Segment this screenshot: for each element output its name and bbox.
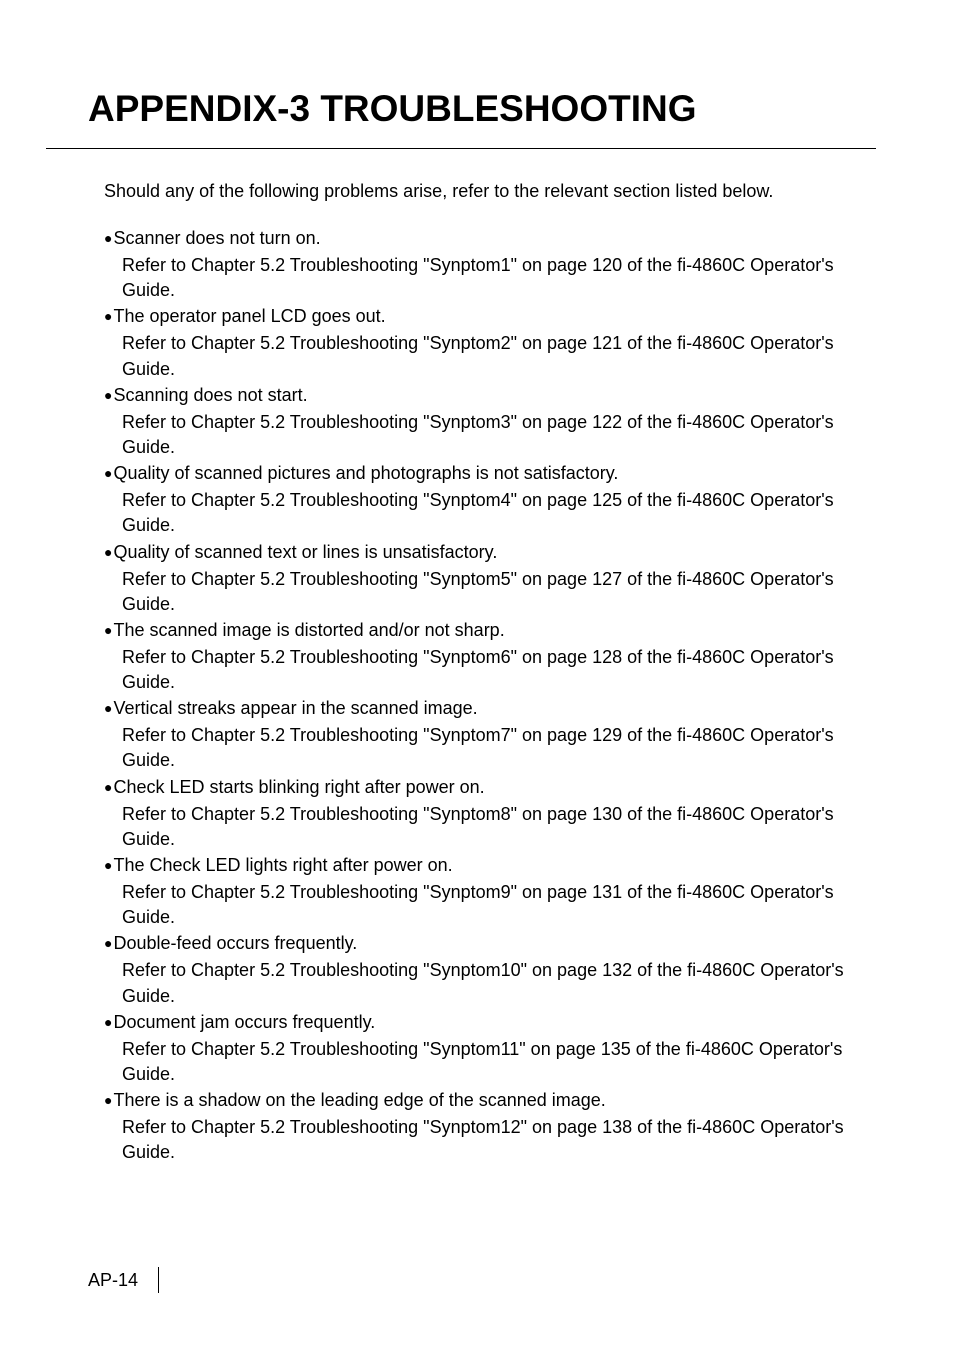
page-footer: AP-14 <box>88 1267 159 1293</box>
bullet-icon: ● <box>104 779 112 795</box>
list-item: ● Quality of scanned text or lines is un… <box>104 542 876 617</box>
bullet-icon: ● <box>104 387 112 403</box>
symptom-line: ● Double-feed occurs frequently. <box>104 933 876 954</box>
symptom-line: ● The operator panel LCD goes out. <box>104 306 876 327</box>
symptom-text: Document jam occurs frequently. <box>113 1012 375 1033</box>
list-item: ● The operator panel LCD goes out. Refer… <box>104 306 876 381</box>
symptom-text: There is a shadow on the leading edge of… <box>113 1090 605 1111</box>
reference-text: Refer to Chapter 5.2 Troubleshooting "Sy… <box>122 410 876 460</box>
list-item: ● Quality of scanned pictures and photog… <box>104 463 876 538</box>
symptom-text: Check LED starts blinking right after po… <box>113 777 484 798</box>
page-number: AP-14 <box>88 1270 156 1291</box>
symptom-text: The Check LED lights right after power o… <box>113 855 452 876</box>
bullet-icon: ● <box>104 308 112 324</box>
bullet-icon: ● <box>104 1014 112 1030</box>
reference-text: Refer to Chapter 5.2 Troubleshooting "Sy… <box>122 723 876 773</box>
reference-text: Refer to Chapter 5.2 Troubleshooting "Sy… <box>122 331 876 381</box>
symptom-line: ● Quality of scanned pictures and photog… <box>104 463 876 484</box>
list-item: ● There is a shadow on the leading edge … <box>104 1090 876 1165</box>
bullet-icon: ● <box>104 857 112 873</box>
reference-text: Refer to Chapter 5.2 Troubleshooting "Sy… <box>122 1037 876 1087</box>
symptom-text: Vertical streaks appear in the scanned i… <box>113 698 477 719</box>
reference-text: Refer to Chapter 5.2 Troubleshooting "Sy… <box>122 253 876 303</box>
reference-text: Refer to Chapter 5.2 Troubleshooting "Sy… <box>122 645 876 695</box>
symptom-line: ● Document jam occurs frequently. <box>104 1012 876 1033</box>
reference-text: Refer to Chapter 5.2 Troubleshooting "Sy… <box>122 958 876 1008</box>
symptom-line: ● Check LED starts blinking right after … <box>104 777 876 798</box>
reference-text: Refer to Chapter 5.2 Troubleshooting "Sy… <box>122 802 876 852</box>
list-item: ● The Check LED lights right after power… <box>104 855 876 930</box>
reference-text: Refer to Chapter 5.2 Troubleshooting "Sy… <box>122 880 876 930</box>
bullet-icon: ● <box>104 622 112 638</box>
bullet-icon: ● <box>104 700 112 716</box>
bullet-icon: ● <box>104 230 112 246</box>
symptom-text: The operator panel LCD goes out. <box>113 306 385 327</box>
symptom-text: Quality of scanned text or lines is unsa… <box>113 542 497 563</box>
list-item: ● Scanning does not start. Refer to Chap… <box>104 385 876 460</box>
footer-divider <box>158 1267 159 1293</box>
list-item: ● Document jam occurs frequently. Refer … <box>104 1012 876 1087</box>
reference-text: Refer to Chapter 5.2 Troubleshooting "Sy… <box>122 1115 876 1165</box>
symptom-line: ● Vertical streaks appear in the scanned… <box>104 698 876 719</box>
symptom-text: Scanner does not turn on. <box>113 228 320 249</box>
symptom-line: ● There is a shadow on the leading edge … <box>104 1090 876 1111</box>
list-item: ● Double-feed occurs frequently. Refer t… <box>104 933 876 1008</box>
symptom-line: ● The Check LED lights right after power… <box>104 855 876 876</box>
heading-divider <box>46 148 876 149</box>
symptom-text: The scanned image is distorted and/or no… <box>113 620 504 641</box>
bullet-icon: ● <box>104 1092 112 1108</box>
list-item: ● The scanned image is distorted and/or … <box>104 620 876 695</box>
symptom-line: ● The scanned image is distorted and/or … <box>104 620 876 641</box>
bullet-icon: ● <box>104 935 112 951</box>
list-item: ● Check LED starts blinking right after … <box>104 777 876 852</box>
appendix-heading: APPENDIX-3 TROUBLESHOOTING <box>88 88 876 130</box>
symptom-line: ● Scanner does not turn on. <box>104 228 876 249</box>
symptom-text: Scanning does not start. <box>113 385 307 406</box>
reference-text: Refer to Chapter 5.2 Troubleshooting "Sy… <box>122 567 876 617</box>
reference-text: Refer to Chapter 5.2 Troubleshooting "Sy… <box>122 488 876 538</box>
troubleshoot-list: ● Scanner does not turn on. Refer to Cha… <box>104 228 876 1166</box>
bullet-icon: ● <box>104 544 112 560</box>
symptom-line: ● Quality of scanned text or lines is un… <box>104 542 876 563</box>
list-item: ● Scanner does not turn on. Refer to Cha… <box>104 228 876 303</box>
symptom-line: ● Scanning does not start. <box>104 385 876 406</box>
bullet-icon: ● <box>104 465 112 481</box>
symptom-text: Quality of scanned pictures and photogra… <box>113 463 618 484</box>
list-item: ● Vertical streaks appear in the scanned… <box>104 698 876 773</box>
intro-paragraph: Should any of the following problems ari… <box>104 181 876 202</box>
symptom-text: Double-feed occurs frequently. <box>113 933 357 954</box>
